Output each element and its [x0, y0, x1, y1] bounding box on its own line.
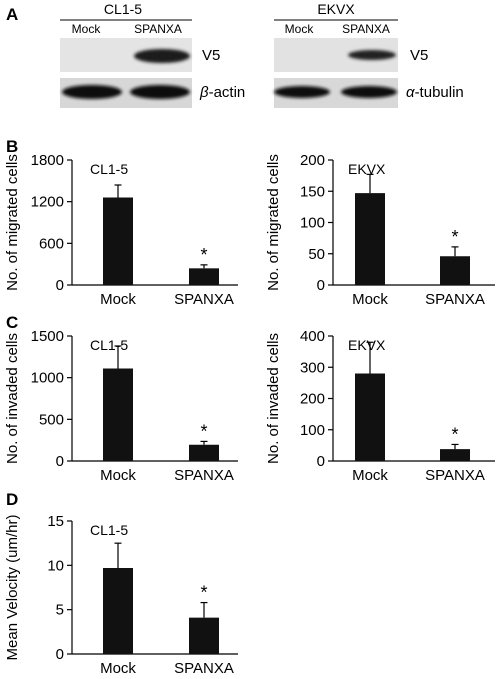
significance-marker: *: [200, 421, 207, 441]
y-tick-label: 0: [317, 277, 325, 294]
chart-d-cl1-5: 0 5 10 15 Mean Velocity (um/hr) CL1-5 Mock SPAN…: [4, 513, 238, 677]
y-axis-label: No. of invaded cells: [4, 333, 21, 464]
y-tick-label: 600: [39, 235, 64, 252]
chart-title: EKVX: [348, 337, 386, 353]
category-label: Mock: [352, 467, 388, 484]
blot-title-cl1-5: CL1-5: [104, 1, 142, 17]
significance-marker: *: [200, 245, 207, 265]
blot-ekvx: EKVX Mock SPANXA V5 α-tubulin: [274, 1, 464, 108]
y-axis-label: No. of invaded cells: [265, 333, 282, 464]
bar: [103, 567, 133, 654]
y-tick-label: 500: [39, 411, 64, 428]
blot-row-label: V5: [202, 47, 220, 64]
y-tick-label: 0: [317, 453, 325, 470]
blot-band: [274, 86, 330, 98]
lane-label-spanxa: SPANXA: [342, 22, 390, 36]
blot-band: [130, 85, 190, 99]
blot-band: [341, 86, 397, 98]
bar: [355, 193, 385, 285]
y-tick-label: 1500: [31, 328, 64, 345]
y-axis-label: No. of migrated cells: [4, 154, 21, 291]
category-label: SPANXA: [174, 660, 234, 674]
category-label: SPANXA: [174, 291, 234, 308]
bar: [440, 449, 470, 461]
bar: [355, 373, 385, 461]
panel-label-a: A: [6, 5, 18, 24]
significance-marker: *: [451, 424, 458, 444]
blot-title-ekvx: EKVX: [317, 1, 355, 17]
y-tick-label: 400: [300, 328, 325, 345]
blot-row-label: α-tubulin: [406, 84, 464, 101]
y-tick-label: 150: [300, 183, 325, 200]
y-tick-label: 0: [56, 277, 64, 294]
chart-b-ekvx: 0 50 100 150 200 No. of migrated cells EKVX Moc…: [265, 152, 495, 308]
blot-row-label: V5: [410, 47, 428, 64]
category-label: Mock: [100, 291, 136, 308]
y-tick-label: 100: [300, 422, 325, 439]
y-tick-label: 0: [56, 646, 64, 663]
chart-c-cl1-5: 0 500 1000 1500 No. of invaded cells CL1-5 Moc…: [4, 328, 238, 484]
y-tick-label: 50: [308, 246, 325, 263]
bar: [189, 268, 219, 285]
y-tick-label: 10: [47, 557, 64, 574]
category-label: SPANXA: [425, 467, 485, 484]
category-label: SPANXA: [174, 467, 234, 484]
chart-title: CL1-5: [90, 337, 128, 353]
y-tick-label: 0: [56, 453, 64, 470]
y-tick-label: 5: [56, 602, 64, 619]
lane-label-spanxa: SPANXA: [134, 22, 182, 36]
y-tick-label: 300: [300, 359, 325, 376]
y-tick-label: 1800: [31, 152, 64, 169]
chart-title: EKVX: [348, 161, 386, 177]
significance-marker: *: [451, 227, 458, 247]
blot-band: [348, 50, 396, 60]
bar: [103, 368, 133, 461]
y-tick-label: 15: [47, 513, 64, 530]
blot-row-label: β-actin: [199, 84, 245, 101]
chart-b-cl1-5: 0 600 1200 1800 No. of migrated cells CL1-5 Mo…: [4, 152, 238, 308]
blot-band: [62, 85, 122, 99]
lane-label-mock: Mock: [72, 22, 102, 36]
y-tick-label: 1000: [31, 370, 64, 387]
panel-label-d: D: [6, 490, 18, 509]
category-label: Mock: [100, 467, 136, 484]
bar: [189, 617, 219, 654]
y-tick-label: 200: [300, 152, 325, 169]
panel-label-b: B: [6, 137, 18, 156]
chart-title: CL1-5: [90, 161, 128, 177]
category-label: Mock: [352, 291, 388, 308]
lane-label-mock: Mock: [285, 22, 315, 36]
panel-label-c: C: [6, 313, 18, 332]
chart-c-ekvx: 0 100 200 300 400 No. of invaded cells EKVX Moc…: [265, 328, 495, 484]
y-axis-label: No. of migrated cells: [265, 154, 282, 291]
blot-cl1-5: CL1-5 Mock SPANXA V5 β-actin: [60, 1, 245, 108]
bar: [189, 444, 219, 461]
y-tick-label: 100: [300, 215, 325, 232]
bar: [103, 197, 133, 285]
y-tick-label: 200: [300, 391, 325, 408]
category-label: Mock: [100, 660, 136, 674]
chart-title: CL1-5: [90, 522, 128, 538]
bar: [440, 256, 470, 285]
y-tick-label: 1200: [31, 194, 64, 211]
y-axis-label: Mean Velocity (um/hr): [4, 515, 21, 661]
blot-band: [134, 49, 190, 63]
category-label: SPANXA: [425, 291, 485, 308]
significance-marker: *: [200, 583, 207, 603]
